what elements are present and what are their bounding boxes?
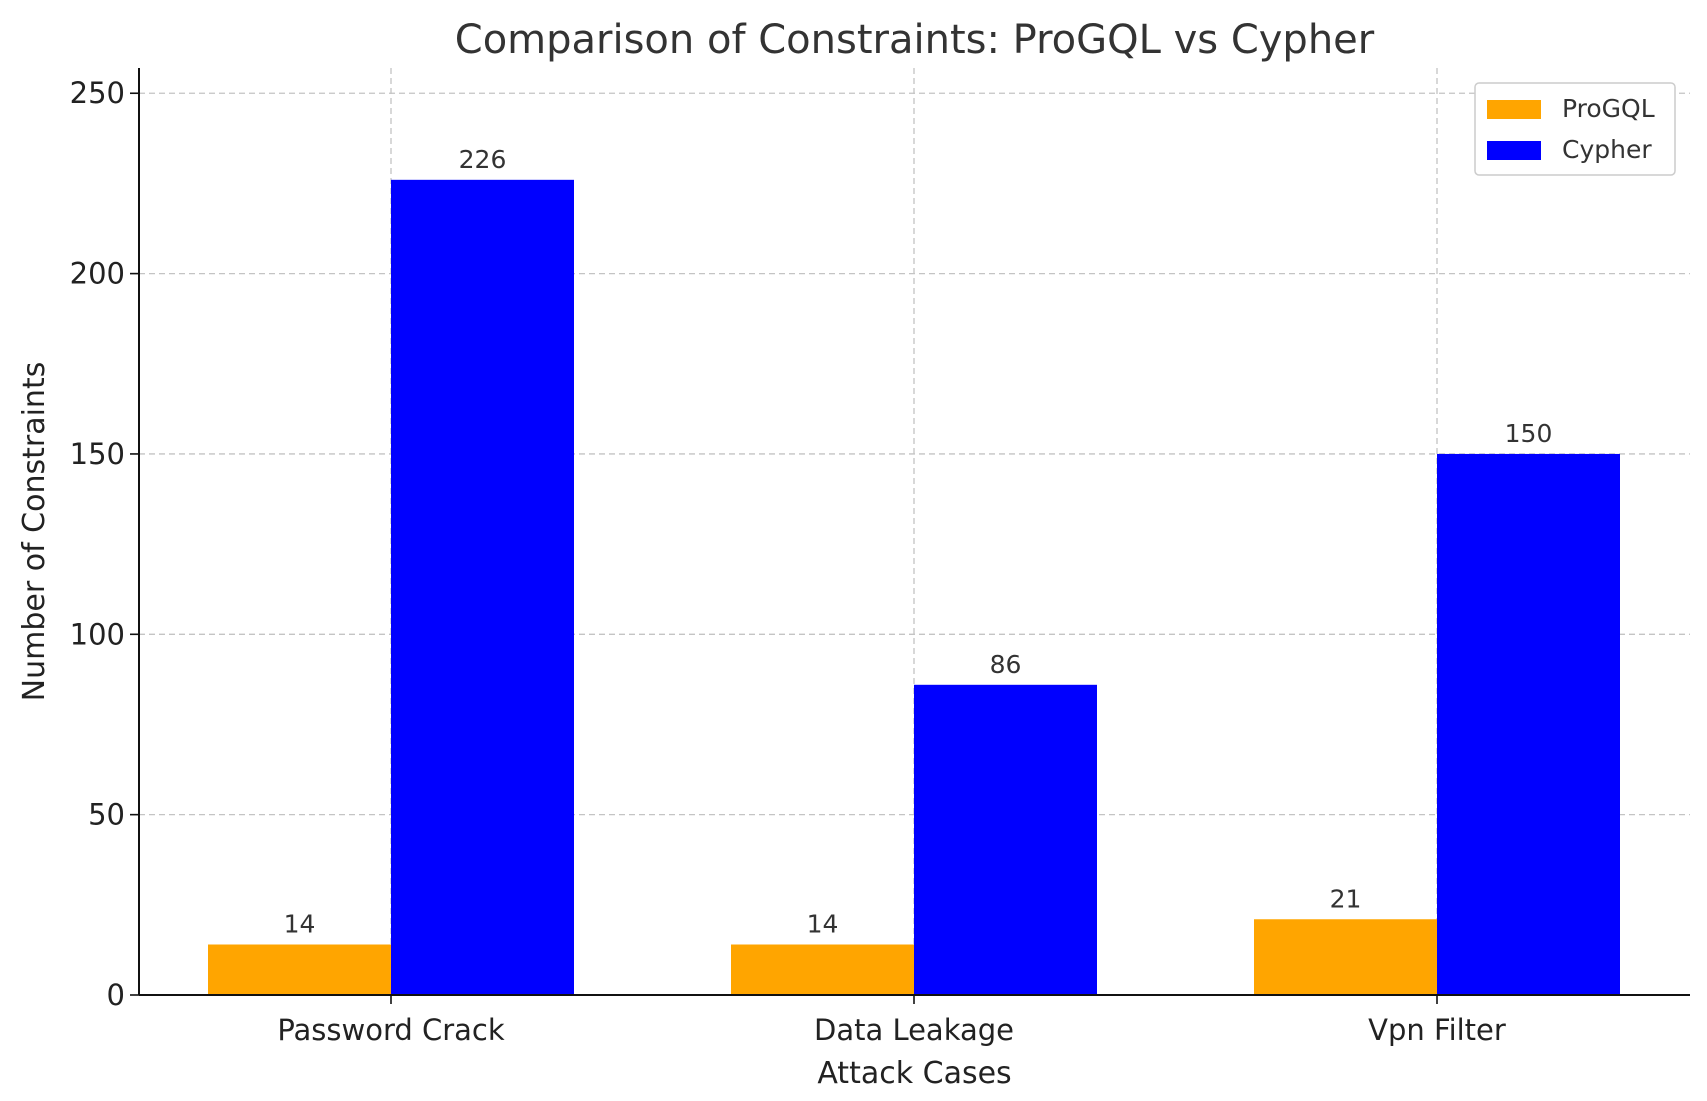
y-tick-label: 0 [107, 978, 125, 1012]
bar-cypher [1437, 453, 1620, 995]
legend-label-cypher: Cypher [1562, 135, 1652, 164]
y-tick-label: 100 [70, 617, 125, 651]
chart-title: Comparison of Constraints: ProGQL vs Cyp… [455, 17, 1375, 63]
x-axis-label: Attack Cases [817, 1056, 1011, 1091]
y-axis-label: Number of Constraints [17, 362, 52, 702]
data-label-progql: 14 [284, 910, 316, 939]
bar-cypher [914, 684, 1097, 995]
x-tick-label: Data Leakage [814, 1013, 1014, 1047]
data-label-progql: 21 [1330, 884, 1362, 913]
legend: ProGQL Cypher [1474, 82, 1676, 176]
data-label-cypher: 150 [1505, 419, 1553, 448]
bars [208, 179, 1620, 995]
data-label-progql: 14 [807, 910, 839, 939]
y-tick-label: 250 [70, 76, 125, 110]
data-labels: 14 14 21 226 86 150 [284, 145, 1553, 939]
x-tick-label: Password Crack [277, 1013, 505, 1047]
y-tick-label: 200 [70, 257, 125, 291]
legend-swatch-cypher [1487, 141, 1541, 160]
y-tick-label: 150 [70, 437, 125, 471]
data-label-cypher: 226 [459, 145, 507, 174]
bar-progql [1254, 919, 1437, 995]
data-label-cypher: 86 [990, 650, 1022, 679]
tick-labels: 0 50 100 150 200 250 Password Crack Data Leakag… [70, 76, 1506, 1047]
bar-progql [208, 944, 391, 995]
y-tick-label: 50 [88, 798, 125, 832]
bar-progql [731, 944, 914, 995]
axes [130, 68, 1690, 1004]
legend-label-progql: ProGQL [1562, 94, 1655, 123]
bar-cypher [391, 179, 574, 995]
legend-swatch-progql [1487, 100, 1541, 119]
x-tick-label: Vpn Filter [1368, 1013, 1506, 1047]
